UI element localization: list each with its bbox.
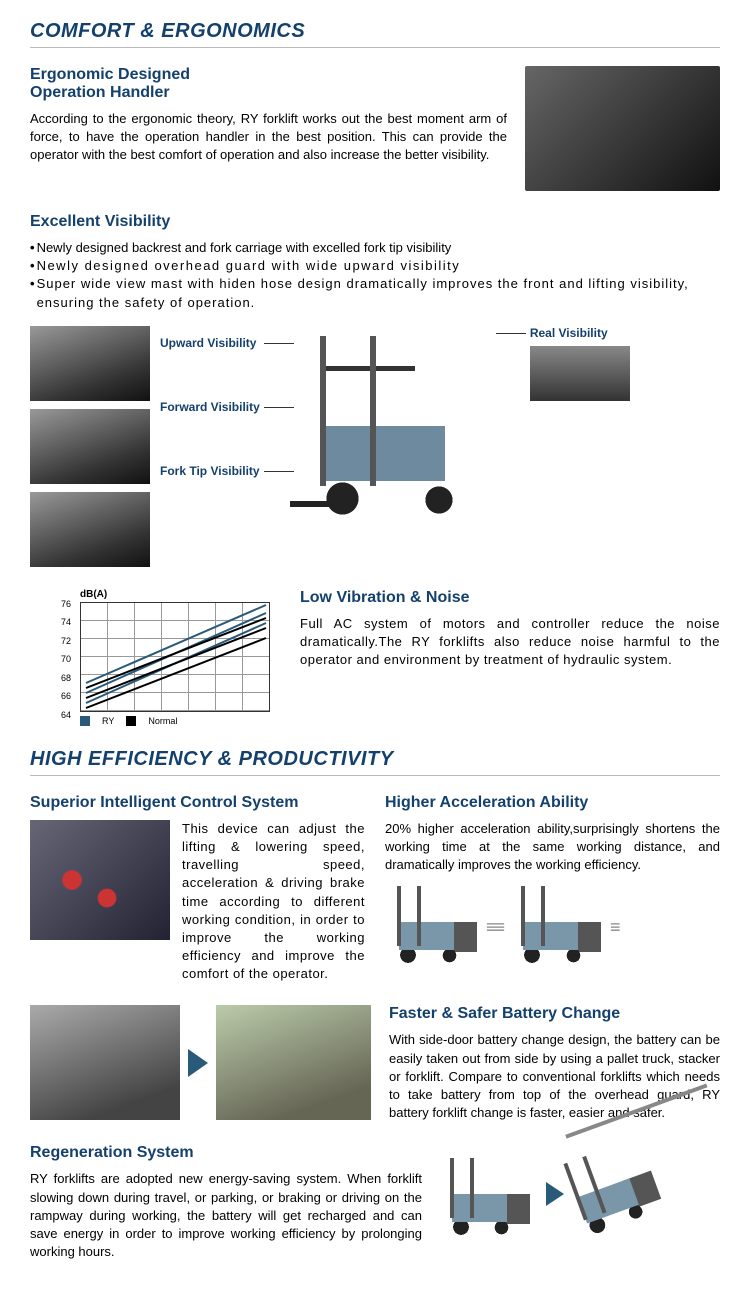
control-system-body: This device can adjust the lifting & low… (182, 820, 365, 984)
legend-ry: RY (102, 716, 114, 726)
low-vibration-heading: Low Vibration & Noise (300, 589, 720, 607)
forktip-visibility-thumb (30, 492, 150, 567)
ergonomic-handler-heading: Ergonomic Designed Operation Handler (30, 66, 507, 102)
legend-swatch-ry (80, 716, 90, 726)
legend-normal: Normal (148, 716, 177, 726)
legend-swatch-normal (126, 716, 136, 726)
acceleration-body: 20% higher acceleration ability,surprisi… (385, 820, 720, 875)
upward-visibility-label: Upward Visibility (160, 336, 260, 350)
visibility-bullet-1: Newly designed backrest and fork carriag… (37, 239, 452, 257)
ytick: 70 (61, 654, 71, 664)
battery-change-heading: Faster & Safer Battery Change (389, 1005, 720, 1023)
forklift-small-1 (385, 882, 480, 972)
operation-handler-image (525, 66, 720, 191)
control-system-heading: Superior Intelligent Control System (30, 794, 365, 812)
low-vibration-body: Full AC system of motors and controller … (300, 615, 720, 670)
forktip-visibility-label: Fork Tip Visibility (160, 464, 260, 478)
ytick: 76 (61, 599, 71, 609)
real-visibility-thumb (530, 346, 630, 401)
forklift-ramp (553, 1130, 678, 1249)
regeneration-illustration (440, 1144, 720, 1244)
motion-lines-icon: ≡ (610, 917, 619, 938)
forklift-small-2 (509, 882, 604, 972)
efficiency-productivity-heading: HIGH EFFICIENCY & PRODUCTIVITY (30, 748, 720, 776)
ytick: 66 (61, 691, 71, 701)
chart-unit-label: dB(A) (80, 589, 280, 600)
comfort-ergonomics-heading: COMFORT & ERGONOMICS (30, 20, 720, 48)
ytick: 68 (61, 673, 71, 683)
forklift-illustration (290, 326, 520, 526)
visibility-bullet-2: Newly designed overhead guard with wide … (37, 257, 461, 275)
noise-chart: dB(A) 76 74 72 70 68 66 64 RY (80, 589, 280, 726)
battery-image-1 (30, 1005, 180, 1120)
regeneration-heading: Regeneration System (30, 1144, 422, 1162)
forward-visibility-thumb (30, 409, 150, 484)
upward-visibility-thumb (30, 326, 150, 401)
forklift-flat (440, 1154, 540, 1244)
acceleration-heading: Higher Acceleration Ability (385, 794, 720, 812)
acceleration-illustration: ≡≡ ≡ (385, 882, 720, 972)
motion-lines-icon: ≡≡ (486, 917, 503, 938)
visibility-diagram: Upward Visibility Forward Visibility For… (30, 326, 720, 567)
visibility-bullets: •Newly designed backrest and fork carria… (30, 239, 720, 312)
excellent-visibility-heading: Excellent Visibility (30, 213, 720, 231)
ytick: 74 (61, 617, 71, 627)
arrow-right-icon (188, 1049, 208, 1077)
battery-change-body: With side-door battery change design, th… (389, 1031, 720, 1122)
real-visibility-label: Real Visibility (530, 326, 608, 340)
battery-change-images (30, 1005, 371, 1120)
forward-visibility-label: Forward Visibility (160, 400, 260, 414)
ergonomic-handler-body: According to the ergonomic theory, RY fo… (30, 110, 507, 165)
control-system-image (30, 820, 170, 940)
visibility-bullet-3: Super wide view mast with hiden hose des… (37, 275, 720, 311)
ytick: 72 (61, 636, 71, 646)
ytick: 64 (61, 710, 71, 720)
regeneration-body: RY forklifts are adopted new energy-savi… (30, 1170, 422, 1261)
battery-image-2 (216, 1005, 371, 1120)
chart-lines (81, 603, 269, 711)
